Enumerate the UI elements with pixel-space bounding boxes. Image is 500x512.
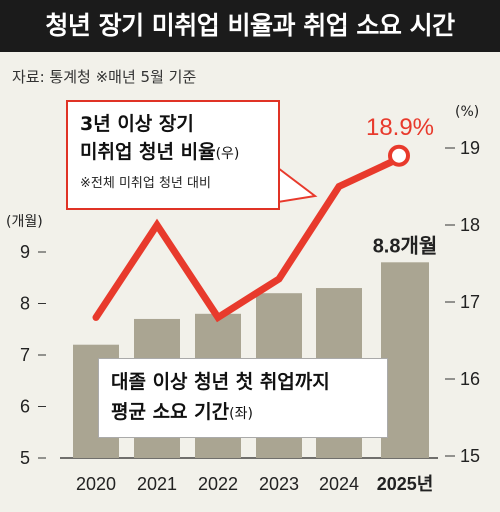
line-end-marker — [388, 144, 410, 167]
bar-value-label: 8.8개월 — [373, 234, 438, 257]
source-note: 자료: 통계청 ※매년 5월 기준 — [12, 68, 197, 86]
left-axis-unit: (개월) — [6, 214, 43, 230]
right-axis-tick-label: 16 — [460, 369, 480, 389]
barbox-axis-side: (좌) — [229, 406, 253, 422]
callout-axis-side: (우) — [215, 146, 240, 162]
callout-pointer — [277, 165, 318, 204]
callout-line2: 미취업 청년 비율(우) — [80, 138, 266, 168]
right-axis-tick-label: 19 — [460, 138, 480, 158]
left-axis-tick-label: 9 — [20, 242, 30, 262]
chart-title: 청년 장기 미취업 비율과 취업 소요 시간 — [0, 0, 500, 52]
x-axis-tick-label: 2022 — [198, 474, 238, 494]
bar — [381, 262, 429, 458]
right-axis-tick-label: 15 — [460, 446, 480, 466]
callout-line1: 3년 이상 장기 — [80, 113, 194, 135]
callout-line2-main: 미취업 청년 비율 — [80, 141, 216, 163]
left-axis-tick-label: 6 — [20, 397, 30, 417]
x-axis-tick-label: 2025년 — [377, 474, 434, 494]
left-axis-tick-label: 5 — [20, 448, 30, 468]
x-axis-tick-label: 2021 — [137, 474, 177, 494]
barbox-line1: 대졸 이상 청년 첫 취업까지 — [111, 371, 330, 393]
barbox-line2: 평균 소요 기간(좌) — [111, 397, 375, 429]
right-axis-unit: (%) — [455, 104, 479, 120]
barbox-line2-main: 평균 소요 기간 — [111, 401, 230, 423]
left-axis-tick-label: 8 — [20, 294, 30, 314]
x-axis-tick-label: 2024 — [319, 474, 359, 494]
right-axis-tick-label: 18 — [460, 215, 480, 235]
callout-note: ※전체 미취업 청년 대비 — [80, 176, 211, 191]
x-axis-tick-label: 2020 — [76, 474, 116, 494]
line-series-callout: 3년 이상 장기 미취업 청년 비율(우) ※전체 미취업 청년 대비 — [66, 100, 280, 210]
left-axis-tick-label: 7 — [20, 345, 30, 365]
line-value-label: 18.9% — [366, 114, 434, 141]
right-axis-tick-label: 17 — [460, 292, 480, 312]
bar-series-callout: 대졸 이상 청년 첫 취업까지 평균 소요 기간(좌) — [98, 358, 388, 438]
x-axis-tick-label: 2023 — [259, 474, 299, 494]
line-series-path — [92, 152, 409, 323]
